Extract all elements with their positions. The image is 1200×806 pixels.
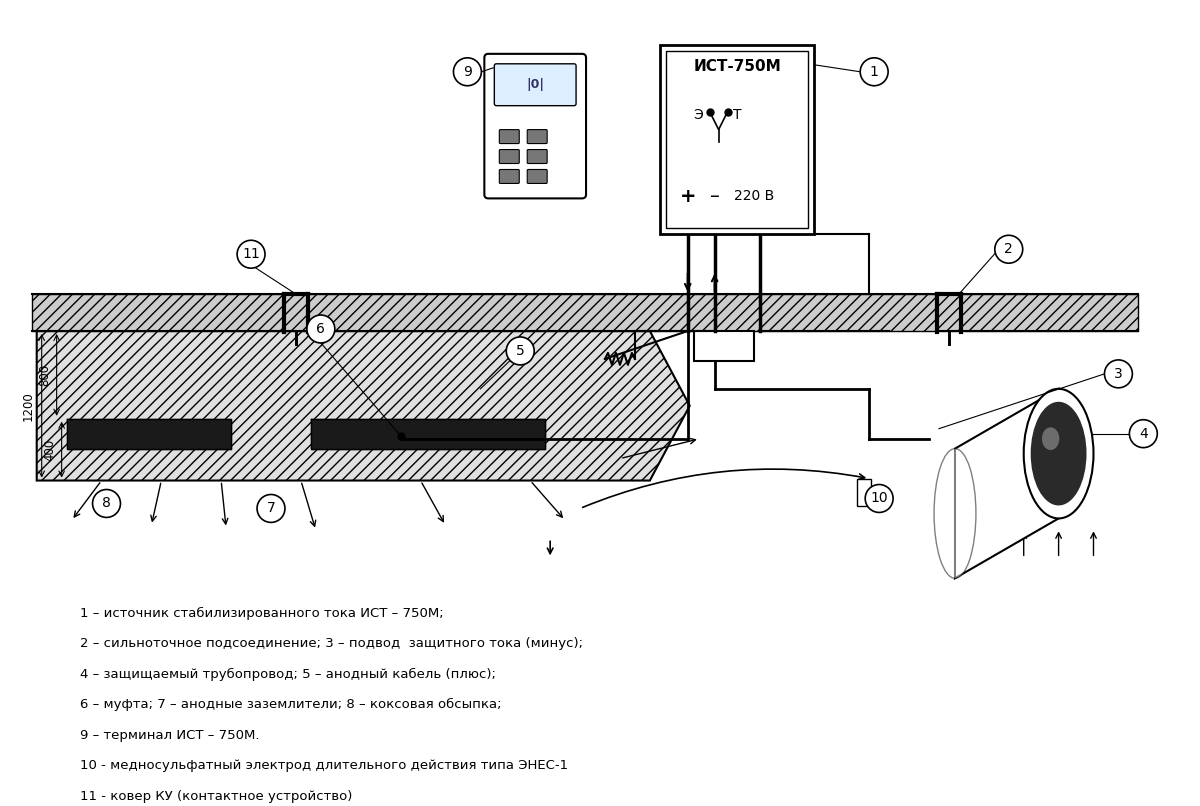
Polygon shape (955, 388, 1058, 578)
Circle shape (860, 58, 888, 85)
Text: 6: 6 (317, 322, 325, 336)
Text: 9: 9 (463, 64, 472, 79)
Text: 7: 7 (266, 501, 275, 516)
Circle shape (1104, 360, 1133, 388)
Text: +: + (679, 187, 696, 206)
Text: –: – (709, 187, 720, 206)
Polygon shape (37, 331, 690, 480)
Circle shape (995, 235, 1022, 264)
Circle shape (238, 240, 265, 268)
Text: 5: 5 (516, 344, 524, 358)
Polygon shape (67, 419, 232, 449)
Polygon shape (311, 419, 545, 449)
Text: 2: 2 (1004, 243, 1013, 256)
Text: 11: 11 (242, 247, 260, 261)
Text: Э: Э (692, 108, 702, 122)
Text: |0|: |0| (526, 78, 544, 91)
Ellipse shape (1024, 388, 1093, 518)
Text: 220 В: 220 В (734, 189, 775, 203)
Ellipse shape (1031, 401, 1086, 505)
FancyBboxPatch shape (494, 64, 576, 106)
Text: 10 - медносульфатный электрод длительного действия типа ЭНЕС-1: 10 - медносульфатный электрод длительног… (79, 759, 568, 772)
Text: 1: 1 (870, 64, 878, 79)
Bar (660, 45, 815, 235)
Bar (694, 331, 754, 361)
Bar (666, 51, 809, 228)
Circle shape (1129, 420, 1157, 447)
FancyBboxPatch shape (499, 150, 520, 164)
Bar (857, 479, 871, 506)
FancyBboxPatch shape (527, 150, 547, 164)
Text: 4 – защищаемый трубопровод; 5 – анодный кабель (плюс);: 4 – защищаемый трубопровод; 5 – анодный … (79, 667, 496, 681)
Text: 3: 3 (1114, 367, 1123, 381)
Text: 400: 400 (43, 438, 56, 461)
FancyBboxPatch shape (527, 169, 547, 184)
Circle shape (865, 484, 893, 513)
Bar (31, 294, 1139, 331)
Text: 10: 10 (870, 492, 888, 505)
FancyBboxPatch shape (499, 130, 520, 143)
FancyBboxPatch shape (485, 54, 586, 198)
Circle shape (454, 58, 481, 85)
Text: 1200: 1200 (22, 391, 35, 421)
Circle shape (307, 315, 335, 343)
Text: 11 - ковер КУ (контактное устройство): 11 - ковер КУ (контактное устройство) (79, 790, 352, 803)
Text: 2 – сильноточное подсоединение; 3 – подвод  защитного тока (минус);: 2 – сильноточное подсоединение; 3 – подв… (79, 638, 582, 650)
FancyBboxPatch shape (499, 169, 520, 184)
Text: 9 – терминал ИСТ – 750М.: 9 – терминал ИСТ – 750М. (79, 729, 259, 742)
Text: 6 – муфта; 7 – анодные заземлители; 8 – коксовая обсыпка;: 6 – муфта; 7 – анодные заземлители; 8 – … (79, 698, 502, 712)
Circle shape (506, 337, 534, 365)
Text: 1 – источник стабилизированного тока ИСТ – 750М;: 1 – источник стабилизированного тока ИСТ… (79, 607, 443, 620)
Circle shape (92, 489, 120, 517)
Text: Т: Т (733, 108, 742, 122)
Text: 4: 4 (1139, 426, 1147, 441)
Ellipse shape (934, 449, 976, 578)
Text: 800: 800 (38, 364, 52, 386)
Ellipse shape (1042, 427, 1060, 450)
FancyBboxPatch shape (527, 130, 547, 143)
Text: 8: 8 (102, 496, 110, 510)
Text: ИСТ-750М: ИСТ-750М (694, 60, 781, 74)
Circle shape (257, 495, 284, 522)
